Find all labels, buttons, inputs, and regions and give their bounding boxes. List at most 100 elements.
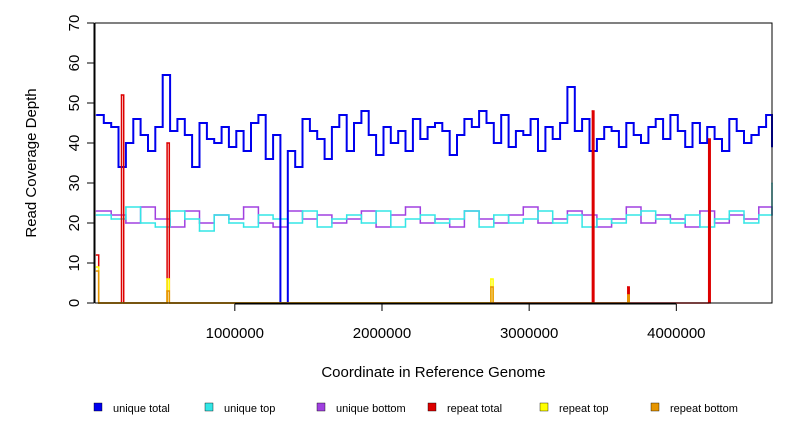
data-point-unique-total-48 xyxy=(448,154,451,156)
data-point-unique-bottom-40 xyxy=(684,226,686,228)
data-point-unique-total-43 xyxy=(412,118,414,120)
data-point-unique-total-24 xyxy=(272,134,274,136)
legend-item-unique-bottom: unique bottom xyxy=(316,402,406,415)
data-point-repeat-bottom-4 xyxy=(490,286,492,288)
data-point-repeat-top-4 xyxy=(490,278,492,280)
data-point-unique-total-62 xyxy=(551,138,554,140)
data-point-unique-total-39 xyxy=(382,126,385,128)
data-point-unique-total-0 xyxy=(95,114,98,116)
data-point-repeat-top-2 xyxy=(166,278,168,280)
y-tick-label-1: 10 xyxy=(66,255,83,272)
legend-label: repeat bottom xyxy=(670,403,738,415)
data-point-unique-total-44 xyxy=(419,138,422,140)
data-point-unique-total-35 xyxy=(353,122,355,124)
data-point-unique-total-23 xyxy=(264,158,267,160)
data-point-repeat-bottom-0 xyxy=(95,270,98,272)
data-point-unique-top-6 xyxy=(184,218,186,220)
data-point-unique-top-7 xyxy=(198,230,201,232)
data-point-unique-bottom-36 xyxy=(625,206,628,208)
plot-frame xyxy=(94,22,773,304)
data-point-unique-top-41 xyxy=(699,226,701,228)
legend-label: unique bottom xyxy=(336,403,406,415)
series-line-unique-top xyxy=(96,183,773,232)
data-point-unique-total-73 xyxy=(632,134,635,136)
data-point-unique-top-4 xyxy=(154,226,157,228)
data-point-unique-top-44 xyxy=(743,222,745,224)
data-point-repeat-bottom-6 xyxy=(627,294,629,296)
legend-swatch xyxy=(316,402,326,412)
data-point-unique-total-16 xyxy=(213,142,215,144)
data-point-unique-bottom-0 xyxy=(95,210,98,212)
data-point-unique-total-57 xyxy=(515,130,517,132)
data-point-unique-total-29 xyxy=(309,130,311,132)
data-point-unique-total-84 xyxy=(713,138,716,140)
y-axis-title: Read Coverage Depth xyxy=(23,88,40,237)
data-point-unique-bottom-30 xyxy=(537,222,539,224)
series-line-repeat-top xyxy=(96,266,494,304)
data-point-unique-total-38 xyxy=(375,154,377,156)
data-point-unique-bottom-2 xyxy=(125,222,127,224)
legend-item-repeat-bottom: repeat bottom xyxy=(650,402,738,415)
data-point-unique-total-76 xyxy=(654,118,657,120)
data-point-unique-total-50 xyxy=(463,118,466,120)
data-point-unique-total-83 xyxy=(706,126,708,128)
data-point-unique-total-13 xyxy=(191,166,193,168)
data-point-unique-total-49 xyxy=(456,134,458,136)
data-point-repeat-total-10 xyxy=(707,138,710,140)
data-point-unique-total-88 xyxy=(743,142,745,144)
data-point-unique-total-55 xyxy=(500,114,503,116)
data-point-repeat-total-4 xyxy=(166,142,168,144)
data-point-unique-total-3 xyxy=(117,166,120,168)
x-tick-label-1: 2000000 xyxy=(353,325,411,342)
data-point-unique-bottom-10 xyxy=(242,206,245,208)
legend-swatch xyxy=(650,402,660,412)
data-point-unique-top-12 xyxy=(272,218,274,220)
data-point-unique-top-1 xyxy=(110,218,112,220)
data-point-unique-bottom-22 xyxy=(419,222,422,224)
data-point-unique-total-68 xyxy=(596,138,598,140)
data-point-unique-total-41 xyxy=(397,130,400,132)
data-point-unique-total-36 xyxy=(360,110,363,112)
series-repeat-top xyxy=(95,266,494,304)
data-point-unique-total-42 xyxy=(404,150,407,152)
data-point-unique-total-52 xyxy=(478,110,480,112)
legend-item-repeat-top: repeat top xyxy=(539,402,609,415)
data-point-unique-total-12 xyxy=(184,134,186,136)
data-point-unique-top-39 xyxy=(669,222,672,224)
data-point-unique-total-81 xyxy=(691,122,694,124)
data-point-unique-total-64 xyxy=(566,86,569,88)
legend-swatch xyxy=(93,402,103,412)
data-point-unique-bottom-24 xyxy=(448,226,451,228)
data-point-unique-top-31 xyxy=(551,222,554,224)
data-point-unique-total-6 xyxy=(139,134,142,136)
data-point-unique-total-65 xyxy=(574,130,576,132)
data-point-unique-total-47 xyxy=(441,130,444,132)
data-point-unique-top-17 xyxy=(345,214,348,216)
data-point-unique-total-87 xyxy=(735,130,738,132)
data-point-unique-top-24 xyxy=(448,218,451,220)
legend-swatch xyxy=(427,402,437,412)
data-point-unique-total-63 xyxy=(559,122,561,124)
data-point-unique-total-15 xyxy=(206,138,208,140)
data-point-unique-top-10 xyxy=(242,226,245,228)
legend-label: unique total xyxy=(113,403,170,415)
data-point-unique-top-28 xyxy=(507,222,510,224)
data-point-unique-total-5 xyxy=(132,118,135,120)
data-point-unique-top-15 xyxy=(316,226,319,228)
data-point-unique-total-91 xyxy=(765,114,767,116)
data-point-unique-total-9 xyxy=(161,74,164,76)
data-point-unique-bottom-45 xyxy=(758,206,760,208)
data-point-unique-total-7 xyxy=(147,150,149,152)
data-point-unique-total-90 xyxy=(758,126,760,128)
data-point-unique-total-11 xyxy=(176,118,179,120)
data-point-unique-total-75 xyxy=(647,126,650,128)
data-point-unique-total-71 xyxy=(618,146,620,148)
legend-swatch xyxy=(539,402,549,412)
series-repeat-total xyxy=(95,94,711,304)
data-point-unique-total-2 xyxy=(110,126,112,128)
data-point-unique-top-33 xyxy=(581,226,583,228)
data-point-unique-total-4 xyxy=(125,142,127,144)
data-point-repeat-total-0 xyxy=(95,254,98,256)
y-tick-label-5: 50 xyxy=(66,95,83,112)
data-point-unique-top-27 xyxy=(493,214,495,216)
